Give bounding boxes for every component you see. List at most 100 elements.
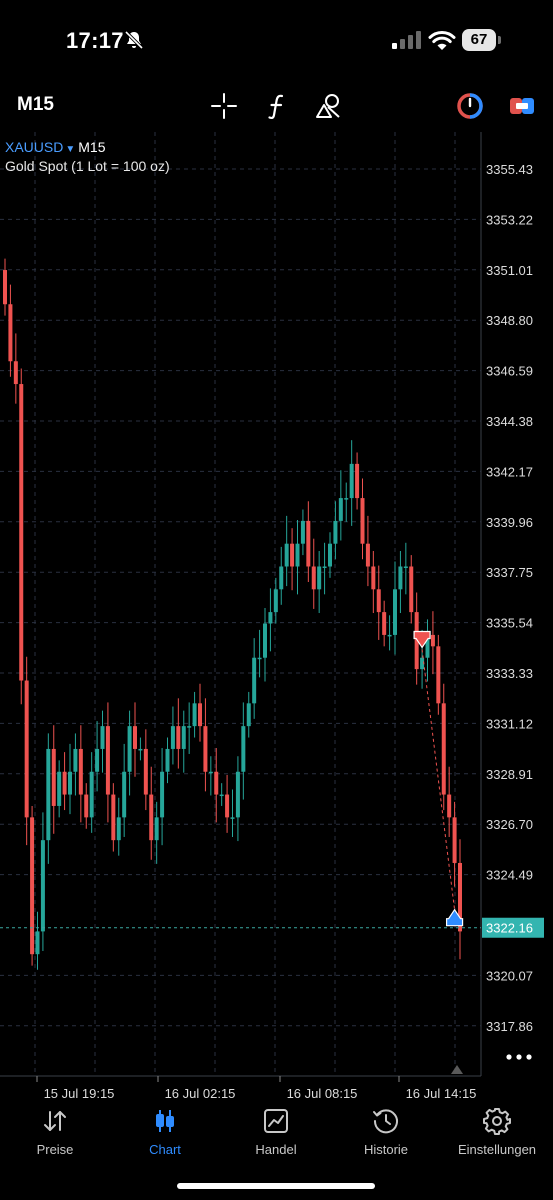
candle bbox=[68, 743, 72, 815]
candle-body bbox=[73, 748, 78, 772]
candle bbox=[300, 509, 305, 556]
candle bbox=[398, 550, 403, 614]
y-tick-label: 3342.17 bbox=[486, 464, 533, 479]
candle-body bbox=[420, 657, 425, 670]
y-tick-label: 3320.07 bbox=[486, 968, 533, 983]
sell-arrow-icon[interactable] bbox=[413, 630, 431, 649]
candle-body bbox=[290, 543, 295, 567]
tab-chart[interactable]: Chart bbox=[110, 1106, 220, 1157]
candle bbox=[3, 258, 7, 316]
candle-body bbox=[176, 726, 181, 749]
candle-body bbox=[149, 794, 154, 841]
candle-body bbox=[13, 361, 18, 385]
symbol-timeframe: M15 bbox=[78, 139, 106, 155]
candle bbox=[306, 501, 311, 583]
candle bbox=[257, 629, 262, 678]
symbol-dropdown-icon[interactable]: ▼ bbox=[65, 144, 76, 155]
candle-body bbox=[78, 748, 83, 795]
candle bbox=[51, 725, 56, 834]
candle-body bbox=[430, 634, 435, 647]
timeframe-button[interactable]: M15 bbox=[17, 94, 54, 115]
candle-body bbox=[257, 657, 262, 660]
candle bbox=[170, 706, 175, 765]
candle bbox=[338, 470, 343, 541]
candle bbox=[360, 478, 365, 560]
candle-body bbox=[409, 566, 414, 613]
y-tick-label: 3324.49 bbox=[486, 868, 533, 883]
x-tick-label: 16 Jul 08:15 bbox=[287, 1086, 358, 1100]
tab-label: Chart bbox=[149, 1142, 181, 1157]
candle bbox=[387, 615, 392, 651]
more-icon[interactable] bbox=[505, 1052, 533, 1062]
candle-body bbox=[441, 703, 446, 795]
candle-body bbox=[192, 703, 197, 727]
symbol-name[interactable]: XAUUSD bbox=[5, 139, 64, 155]
buy-arrow-icon[interactable] bbox=[445, 908, 464, 927]
objects-button[interactable] bbox=[312, 90, 344, 122]
tab-historie[interactable]: Historie bbox=[331, 1106, 441, 1157]
candlestick-chart[interactable]: 3355.43 3353.22 3351.01 3348.80 3346.59 3344.… bbox=[0, 132, 553, 1101]
candle bbox=[143, 729, 148, 811]
one-click-button[interactable] bbox=[506, 90, 538, 122]
candle-body bbox=[46, 748, 51, 841]
candle-body bbox=[328, 543, 332, 567]
candle-body bbox=[154, 817, 159, 841]
symbol-header[interactable]: XAUUSD ▼ M15 bbox=[5, 139, 106, 155]
candle-body bbox=[458, 862, 462, 932]
candle-body bbox=[225, 794, 230, 818]
candle bbox=[100, 710, 105, 773]
candle-body bbox=[322, 566, 327, 568]
candle bbox=[138, 737, 143, 761]
y-tick-label: 3333.33 bbox=[486, 666, 533, 681]
current-price-label: 3322.16 bbox=[486, 921, 533, 936]
candle-body bbox=[333, 520, 338, 544]
candle bbox=[441, 683, 446, 811]
candle-body bbox=[306, 520, 311, 567]
chart-toolbar: M15 bbox=[0, 80, 553, 132]
candle bbox=[349, 440, 354, 526]
candle-body bbox=[24, 680, 29, 818]
scroll-end-icon[interactable] bbox=[451, 1065, 463, 1074]
tab-label: Einstellungen bbox=[457, 1142, 537, 1157]
indicators-button[interactable] bbox=[261, 90, 293, 122]
candle bbox=[160, 748, 165, 846]
candle bbox=[268, 588, 273, 652]
candle bbox=[458, 839, 462, 960]
candle-body bbox=[284, 543, 289, 567]
price-chart[interactable]: 3355.43 3353.22 3351.01 3348.80 3346.59 3344.… bbox=[0, 132, 553, 1101]
candle bbox=[235, 756, 240, 842]
status-bar: 17:17 67 bbox=[0, 0, 553, 80]
candle-body bbox=[116, 817, 121, 841]
candle bbox=[149, 766, 154, 860]
candle bbox=[219, 783, 224, 806]
candle bbox=[333, 501, 338, 560]
bell-slash-icon bbox=[124, 30, 144, 50]
candle-body bbox=[279, 566, 284, 590]
candle-body bbox=[376, 589, 381, 613]
candle-body bbox=[84, 794, 89, 818]
tab-label: Historie bbox=[363, 1142, 409, 1157]
candle-body bbox=[133, 726, 137, 749]
trade-link-line bbox=[421, 649, 456, 910]
crosshair-icon bbox=[211, 93, 237, 119]
current-price-badge bbox=[482, 917, 544, 938]
candle bbox=[46, 733, 51, 864]
candle-body bbox=[393, 589, 397, 635]
candle bbox=[40, 812, 45, 951]
tab-einstellungen[interactable]: Einstellungen bbox=[442, 1106, 552, 1157]
x-tick-label: 16 Jul 02:15 bbox=[165, 1086, 236, 1100]
x-tick-label: 15 Jul 19:15 bbox=[44, 1086, 115, 1100]
y-tick-label: 3348.80 bbox=[486, 313, 533, 328]
y-tick-label: 3331.12 bbox=[486, 716, 533, 731]
candle bbox=[57, 760, 62, 818]
tab-preise[interactable]: Preise bbox=[0, 1106, 110, 1157]
candle-body bbox=[143, 748, 148, 795]
trade-toggle-button[interactable] bbox=[454, 90, 486, 122]
candle bbox=[89, 752, 94, 833]
tab-handel[interactable]: Handel bbox=[221, 1106, 331, 1157]
crosshair-button[interactable] bbox=[208, 90, 240, 122]
candle-body bbox=[138, 748, 143, 751]
settings-gear-icon bbox=[483, 1108, 511, 1135]
candle-body bbox=[30, 817, 35, 955]
candle bbox=[252, 638, 257, 719]
